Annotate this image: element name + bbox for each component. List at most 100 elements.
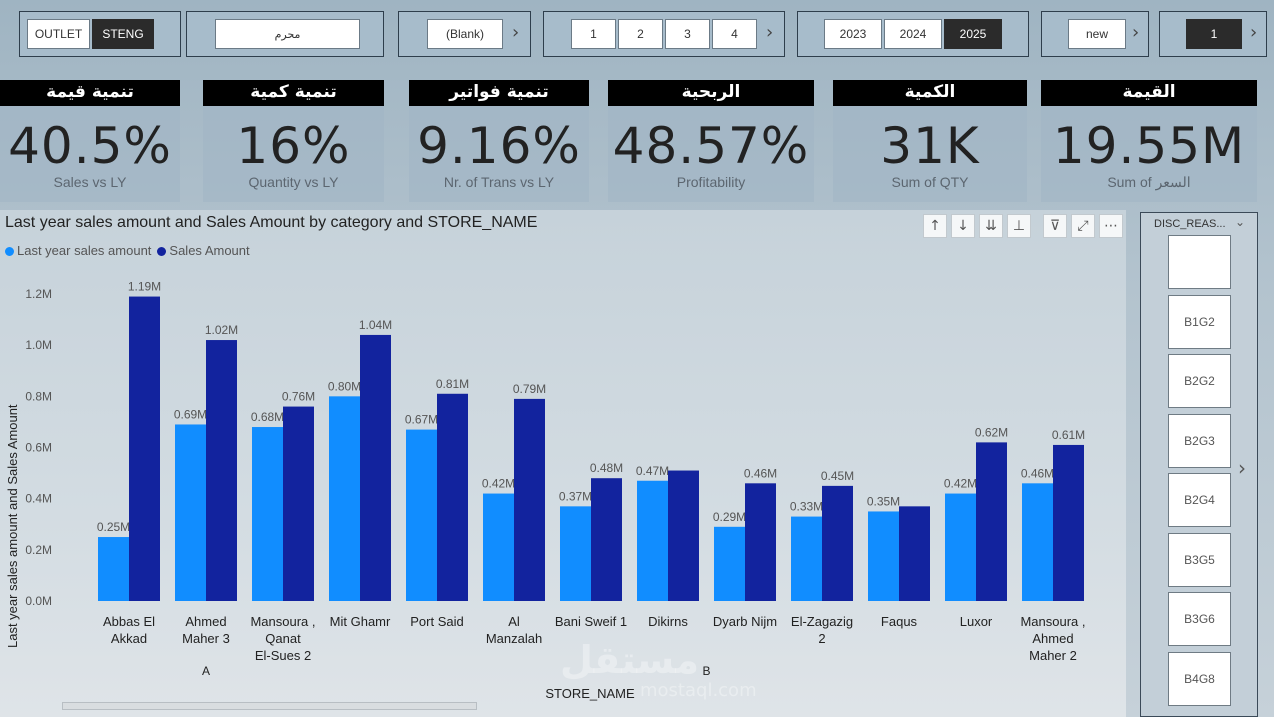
disc-item-b2g4[interactable]: B2G4 (1168, 473, 1231, 527)
bar-last-year[interactable] (1022, 483, 1053, 601)
slicer-chip-new[interactable]: new (1068, 19, 1126, 49)
kpi-card-quantity: الكمية 31K Sum of QTY (833, 80, 1027, 202)
legend-item-last-year[interactable]: Last year sales amount (5, 243, 151, 258)
data-label: 1.04M (359, 318, 392, 332)
bar-last-year[interactable] (560, 506, 591, 601)
slicer-chip-year-2025[interactable]: 2025 (944, 19, 1002, 49)
bar-last-year[interactable] (98, 537, 129, 601)
data-label: 0.42M (482, 477, 515, 491)
double-arrow-down-icon[interactable]: ⇊ (979, 214, 1003, 238)
arrow-down-icon[interactable]: ↓ (951, 214, 975, 238)
bar-sales-amount[interactable] (822, 485, 853, 601)
slicer-chip-quarter-4[interactable]: 4 (712, 19, 757, 49)
bar-chart-svg: 0.0M 0.2M 0.4M 0.6M 0.8M 1.0M 1.2M Last year sa… (5, 280, 1086, 701)
bar-sales-amount[interactable] (360, 334, 391, 601)
disc-item-b1g2[interactable]: B1G2 (1168, 295, 1231, 349)
x-tick-label: 2 (818, 631, 825, 646)
focus-mode-icon[interactable]: ⤢ (1071, 214, 1095, 238)
y-tick-label: 0.6M (25, 441, 52, 455)
disc-item-blank[interactable] (1168, 235, 1231, 289)
bar-last-year[interactable] (714, 526, 745, 601)
slicer-chip-steng[interactable]: STENG (92, 19, 154, 49)
slicer-chip-quarter-3[interactable]: 3 (665, 19, 710, 49)
disc-item-b3g6[interactable]: B3G6 (1168, 592, 1231, 646)
bar-sales-amount[interactable] (206, 340, 237, 601)
chart-title: Last year sales amount and Sales Amount … (5, 214, 538, 231)
x-tick-label: Abbas El (103, 614, 155, 629)
kpi-card-value: القيمة 19.55M Sum of السعر (1041, 80, 1257, 202)
slicer-chip-blank[interactable]: (Blank) (427, 19, 503, 49)
bar-last-year[interactable] (945, 493, 976, 601)
y-tick-label: 1.0M (25, 338, 52, 352)
chevron-down-icon[interactable]: ⌄ (1234, 215, 1245, 229)
chevron-right-icon[interactable]: › (1238, 456, 1246, 480)
bar-sales-amount[interactable] (899, 506, 930, 601)
x-tick-label: El-Zagazig (791, 614, 853, 629)
bar-sales-amount[interactable] (745, 483, 776, 601)
y-tick-label: 0.2M (25, 543, 52, 557)
chevron-right-icon[interactable]: › (1132, 22, 1140, 43)
year-slicer: 2023 2024 2025 (797, 11, 1029, 57)
disc-item-b4g8[interactable]: B4G8 (1168, 652, 1231, 706)
kpi-value: 40.5% (8, 117, 172, 175)
status-slicer: new › (1041, 11, 1149, 57)
bar-last-year[interactable] (406, 429, 437, 601)
kpi-card-quantity-growth: تنمية كمية 16% Quantity vs LY (203, 80, 384, 202)
bar-sales-amount[interactable] (976, 442, 1007, 601)
bar-last-year[interactable] (637, 480, 668, 601)
data-label: 0.48M (590, 461, 623, 475)
data-label: 0.81M (436, 377, 469, 391)
bar-sales-amount[interactable] (591, 478, 622, 601)
slicer-chip-month[interactable]: محرم (215, 19, 360, 49)
chevron-right-icon[interactable]: › (1250, 22, 1258, 43)
bar-sales-amount[interactable] (514, 398, 545, 601)
arrow-up-icon[interactable]: ↑ (923, 214, 947, 238)
expand-hierarchy-icon[interactable]: ⊥ (1007, 214, 1031, 238)
kpi-value: 31K (880, 117, 980, 175)
data-label: 0.35M (867, 494, 900, 508)
x-tick-label: Luxor (960, 614, 993, 629)
outlet-slicer: OUTLET STENG (19, 11, 181, 57)
chevron-right-icon[interactable]: › (766, 22, 774, 43)
slicer-chip-quarter-2[interactable]: 2 (618, 19, 663, 49)
filter-icon[interactable]: ⊽ (1043, 214, 1067, 238)
data-label: 0.46M (1021, 466, 1054, 480)
legend-label: Sales Amount (169, 243, 250, 258)
kpi-value: 19.55M (1052, 117, 1246, 175)
visual-header-toolbar: ⊽ ⤢ ⋯ (1043, 214, 1127, 238)
y-tick-label: 0.8M (25, 389, 52, 403)
bar-sales-amount[interactable] (1053, 444, 1084, 601)
data-label: 1.02M (205, 323, 238, 337)
disc-item-b2g2[interactable]: B2G2 (1168, 354, 1231, 408)
bar-sales-amount[interactable] (437, 393, 468, 601)
kpi-card-sales-growth: تنمية قيمة 40.5% Sales vs LY (0, 80, 180, 202)
bar-last-year[interactable] (329, 396, 360, 601)
bar-sales-amount[interactable] (283, 406, 314, 601)
kpi-subtitle: Sum of السعر (1107, 174, 1191, 190)
bar-last-year[interactable] (791, 516, 822, 601)
more-options-icon[interactable]: ⋯ (1099, 214, 1123, 238)
bar-last-year[interactable] (868, 511, 899, 601)
slicer-chip-outlet[interactable]: OUTLET (27, 19, 90, 49)
kpi-header: تنمية فواتير (409, 80, 589, 106)
slicer-chip-year-2023[interactable]: 2023 (824, 19, 882, 49)
legend-item-sales-amount[interactable]: Sales Amount (157, 243, 250, 258)
bar-sales-amount[interactable] (668, 470, 699, 601)
sales-chart-visual[interactable]: Last year sales amount and Sales Amount … (0, 210, 1126, 717)
kpi-header: الربحية (608, 80, 814, 106)
x-tick-label: Maher 2 (1029, 648, 1077, 663)
disc-item-b3g5[interactable]: B3G5 (1168, 533, 1231, 587)
chevron-right-icon[interactable]: › (512, 22, 520, 43)
bar-last-year[interactable] (175, 424, 206, 601)
bar-sales-amount[interactable] (129, 296, 160, 601)
data-label: 0.37M (559, 489, 592, 503)
slicer-chip-year-2024[interactable]: 2024 (884, 19, 942, 49)
kpi-card-profitability: الربحية 48.57% Profitability (608, 80, 814, 202)
disc-item-b2g3[interactable]: B2G3 (1168, 414, 1231, 468)
horizontal-scrollbar[interactable] (62, 702, 477, 710)
slicer-chip-page-1[interactable]: 1 (1186, 19, 1242, 49)
bar-last-year[interactable] (252, 427, 283, 601)
kpi-header: تنمية كمية (203, 80, 384, 106)
bar-last-year[interactable] (483, 493, 514, 601)
slicer-chip-quarter-1[interactable]: 1 (571, 19, 616, 49)
